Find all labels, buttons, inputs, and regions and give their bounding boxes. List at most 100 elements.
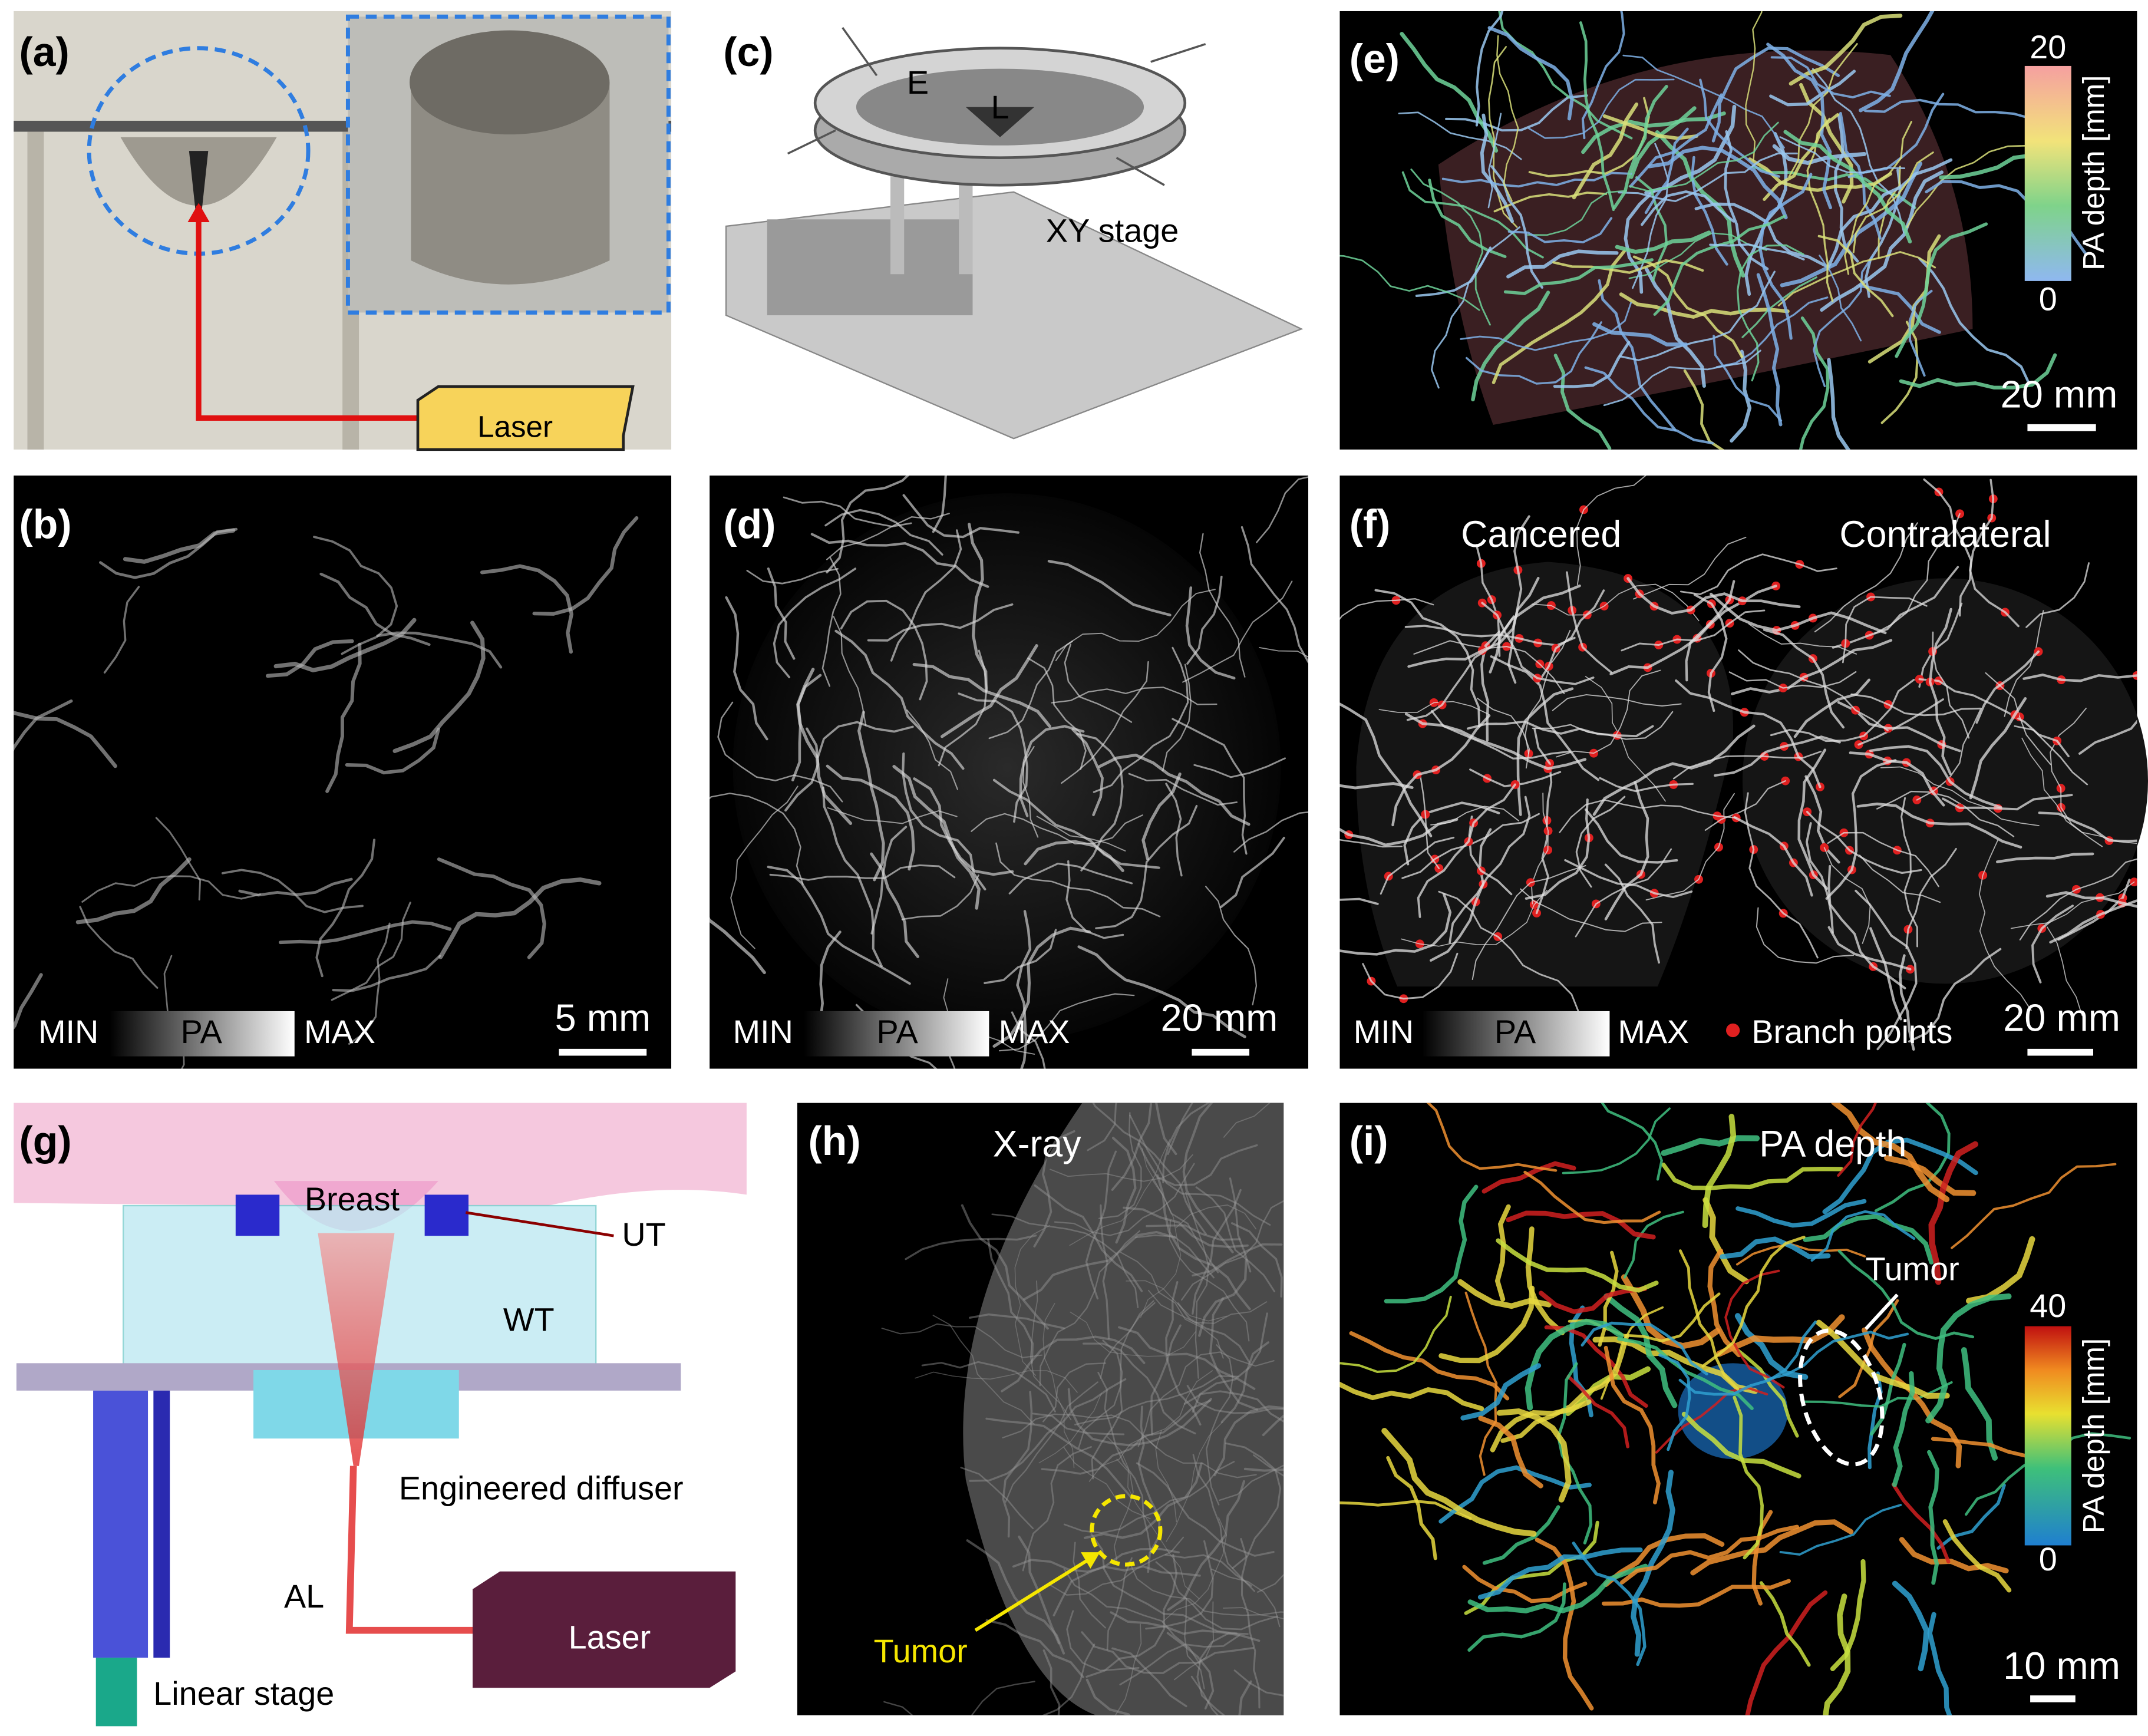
vessel xyxy=(1494,1204,1511,1302)
vessel xyxy=(1918,257,2031,385)
vessel xyxy=(1042,1303,1075,1468)
vessel xyxy=(2038,811,2137,843)
vessel xyxy=(1420,775,1440,869)
vessel xyxy=(1081,1631,1255,1674)
vessel xyxy=(1655,130,1746,278)
vessel xyxy=(1162,1517,1228,1623)
vessel xyxy=(1038,1392,1102,1464)
vessel xyxy=(1073,1542,1106,1629)
vessel xyxy=(1864,98,2034,120)
vessel xyxy=(1601,1103,1664,1181)
vessel xyxy=(1927,1612,1952,1715)
vessel xyxy=(1647,146,1788,220)
vessel xyxy=(1859,284,1941,334)
vessel xyxy=(1612,85,1668,210)
vessel xyxy=(1715,296,1829,368)
vessel xyxy=(2014,725,2088,786)
scale-bar-label: 5 mm xyxy=(555,996,651,1039)
vessel xyxy=(1218,1464,1284,1501)
part-label: E xyxy=(907,64,929,101)
vessel xyxy=(905,1235,1037,1260)
vessel xyxy=(1468,816,1513,896)
vessel xyxy=(1156,1174,1251,1311)
vessel xyxy=(1090,1533,1238,1635)
vessel xyxy=(1198,1259,1248,1337)
vessel xyxy=(1464,1291,1498,1476)
vessel xyxy=(1709,243,1805,260)
vessel xyxy=(1069,1139,1170,1246)
vessel xyxy=(480,564,574,654)
vessel xyxy=(1169,1219,1250,1342)
vessel xyxy=(1507,515,1530,684)
vessel xyxy=(1552,259,1704,274)
vessel xyxy=(1430,226,1521,389)
vessel xyxy=(1527,190,1628,236)
arrow-head xyxy=(1081,1552,1100,1569)
stage xyxy=(767,219,973,316)
vessel xyxy=(1644,127,1689,214)
vessel xyxy=(1070,1311,1196,1357)
vessel xyxy=(710,916,766,975)
vessel xyxy=(532,516,639,616)
vessel xyxy=(1339,818,1459,847)
panel-g: (g) Breast UT WT Engineered diffuser AL … xyxy=(14,1103,747,1727)
vessel xyxy=(1599,777,1694,793)
vessel xyxy=(1033,1130,1075,1247)
vessel xyxy=(1097,1372,1152,1554)
vessel xyxy=(1137,1405,1161,1573)
vessel xyxy=(725,596,768,741)
vessel xyxy=(1969,697,2027,800)
vessel xyxy=(1154,1461,1235,1513)
vessel xyxy=(1220,836,1285,909)
vessel xyxy=(1859,854,1941,903)
laser-path xyxy=(345,1466,480,1634)
vessel xyxy=(1661,1135,1760,1156)
vessel xyxy=(1126,1280,1228,1322)
panel-label: (b) xyxy=(19,501,72,547)
vessel xyxy=(155,817,202,901)
vessel xyxy=(988,640,1073,740)
vessel xyxy=(995,842,1161,917)
vessel xyxy=(1167,1103,1193,1155)
vessel xyxy=(1211,1568,1281,1628)
vessel xyxy=(1071,728,1104,817)
panel-label: (a) xyxy=(19,29,70,75)
vessel xyxy=(1565,1366,1651,1416)
vessel xyxy=(1788,43,1858,178)
vessel xyxy=(1629,93,1723,188)
vessel xyxy=(1704,780,1786,831)
vessel xyxy=(1624,189,1655,294)
vessel xyxy=(1339,255,1480,311)
panel-a: (a) Laser xyxy=(14,11,672,451)
vessel xyxy=(2049,899,2137,944)
vessel xyxy=(1190,1675,1219,1715)
vessel xyxy=(1192,1243,1283,1277)
vessel xyxy=(1566,1375,1629,1448)
vessel xyxy=(1869,927,1902,1021)
vessel xyxy=(902,752,986,891)
vessel xyxy=(1906,144,2045,229)
vessel xyxy=(2004,610,2044,717)
vessel xyxy=(971,813,1143,845)
vessel xyxy=(1525,1318,1624,1411)
vessel xyxy=(992,778,1160,869)
vessel xyxy=(867,603,1014,642)
vessel xyxy=(1030,1280,1072,1421)
vessel xyxy=(1678,1321,1817,1396)
vessel xyxy=(1834,114,1859,263)
vessel xyxy=(1856,802,2022,849)
vessel xyxy=(1339,893,1452,956)
vessel xyxy=(1466,321,1602,385)
vessel xyxy=(1438,1465,1592,1524)
legend-marker xyxy=(1726,1023,1740,1038)
vessel xyxy=(1386,1456,1437,1560)
vessel xyxy=(1900,797,1919,948)
vessel xyxy=(1710,592,1887,635)
vessel xyxy=(1460,302,1632,351)
vessel xyxy=(991,1213,1139,1309)
legend-label: Branch points xyxy=(1751,1013,1952,1050)
vessel xyxy=(1199,533,1246,678)
vessel xyxy=(767,866,911,985)
vessel xyxy=(1066,1610,1140,1672)
